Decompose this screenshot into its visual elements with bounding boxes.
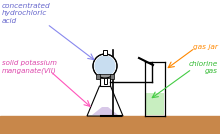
Text: solid potassium
manganate(VII): solid potassium manganate(VII) — [2, 60, 57, 74]
Circle shape — [95, 55, 116, 77]
Text: gas jar: gas jar — [193, 44, 218, 50]
Circle shape — [93, 54, 117, 78]
Bar — [103, 66, 106, 84]
Text: chlorine
gas: chlorine gas — [189, 61, 218, 75]
Bar — [100, 76, 110, 86]
Polygon shape — [87, 86, 123, 116]
Bar — [0, 116, 220, 134]
Polygon shape — [92, 107, 118, 115]
Bar — [110, 74, 114, 79]
Text: concentrated
hydrochloric
acid: concentrated hydrochloric acid — [2, 3, 51, 24]
Bar — [146, 93, 164, 115]
Bar — [96, 74, 100, 79]
Bar — [103, 50, 107, 55]
Bar — [99, 74, 111, 78]
